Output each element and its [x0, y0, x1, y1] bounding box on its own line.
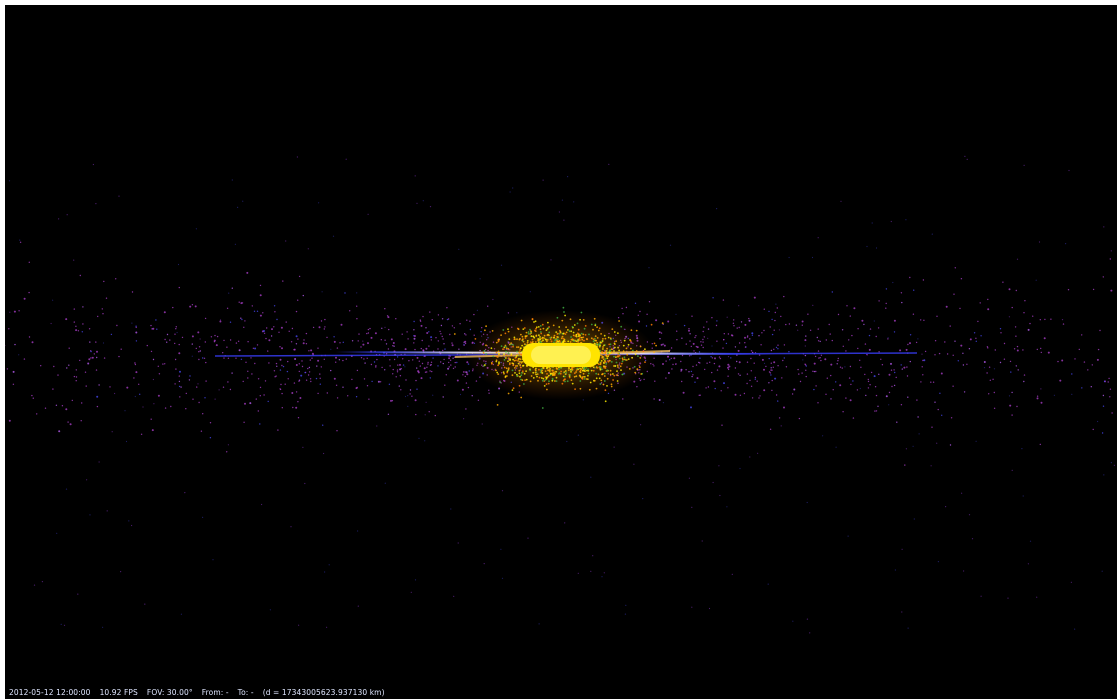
status-distance: (d = 17343005623.937130 km) [262, 688, 385, 697]
render-viewport[interactable]: 2012-05-12 12:00:00 10.92 FPS FOV: 30.00° F… [5, 5, 1117, 699]
starfield [8, 155, 1115, 634]
status-fov: FOV: 30.00° [146, 688, 193, 697]
galactic-core [522, 343, 600, 367]
galaxy-scene[interactable] [5, 5, 1117, 699]
status-fps: 10.92 FPS [99, 688, 138, 697]
status-datetime: 2012-05-12 12:00:00 [9, 688, 91, 697]
status-from: From: - [201, 688, 229, 697]
status-to: To: - [237, 688, 254, 697]
status-bar: 2012-05-12 12:00:00 10.92 FPS FOV: 30.00° F… [9, 688, 394, 697]
